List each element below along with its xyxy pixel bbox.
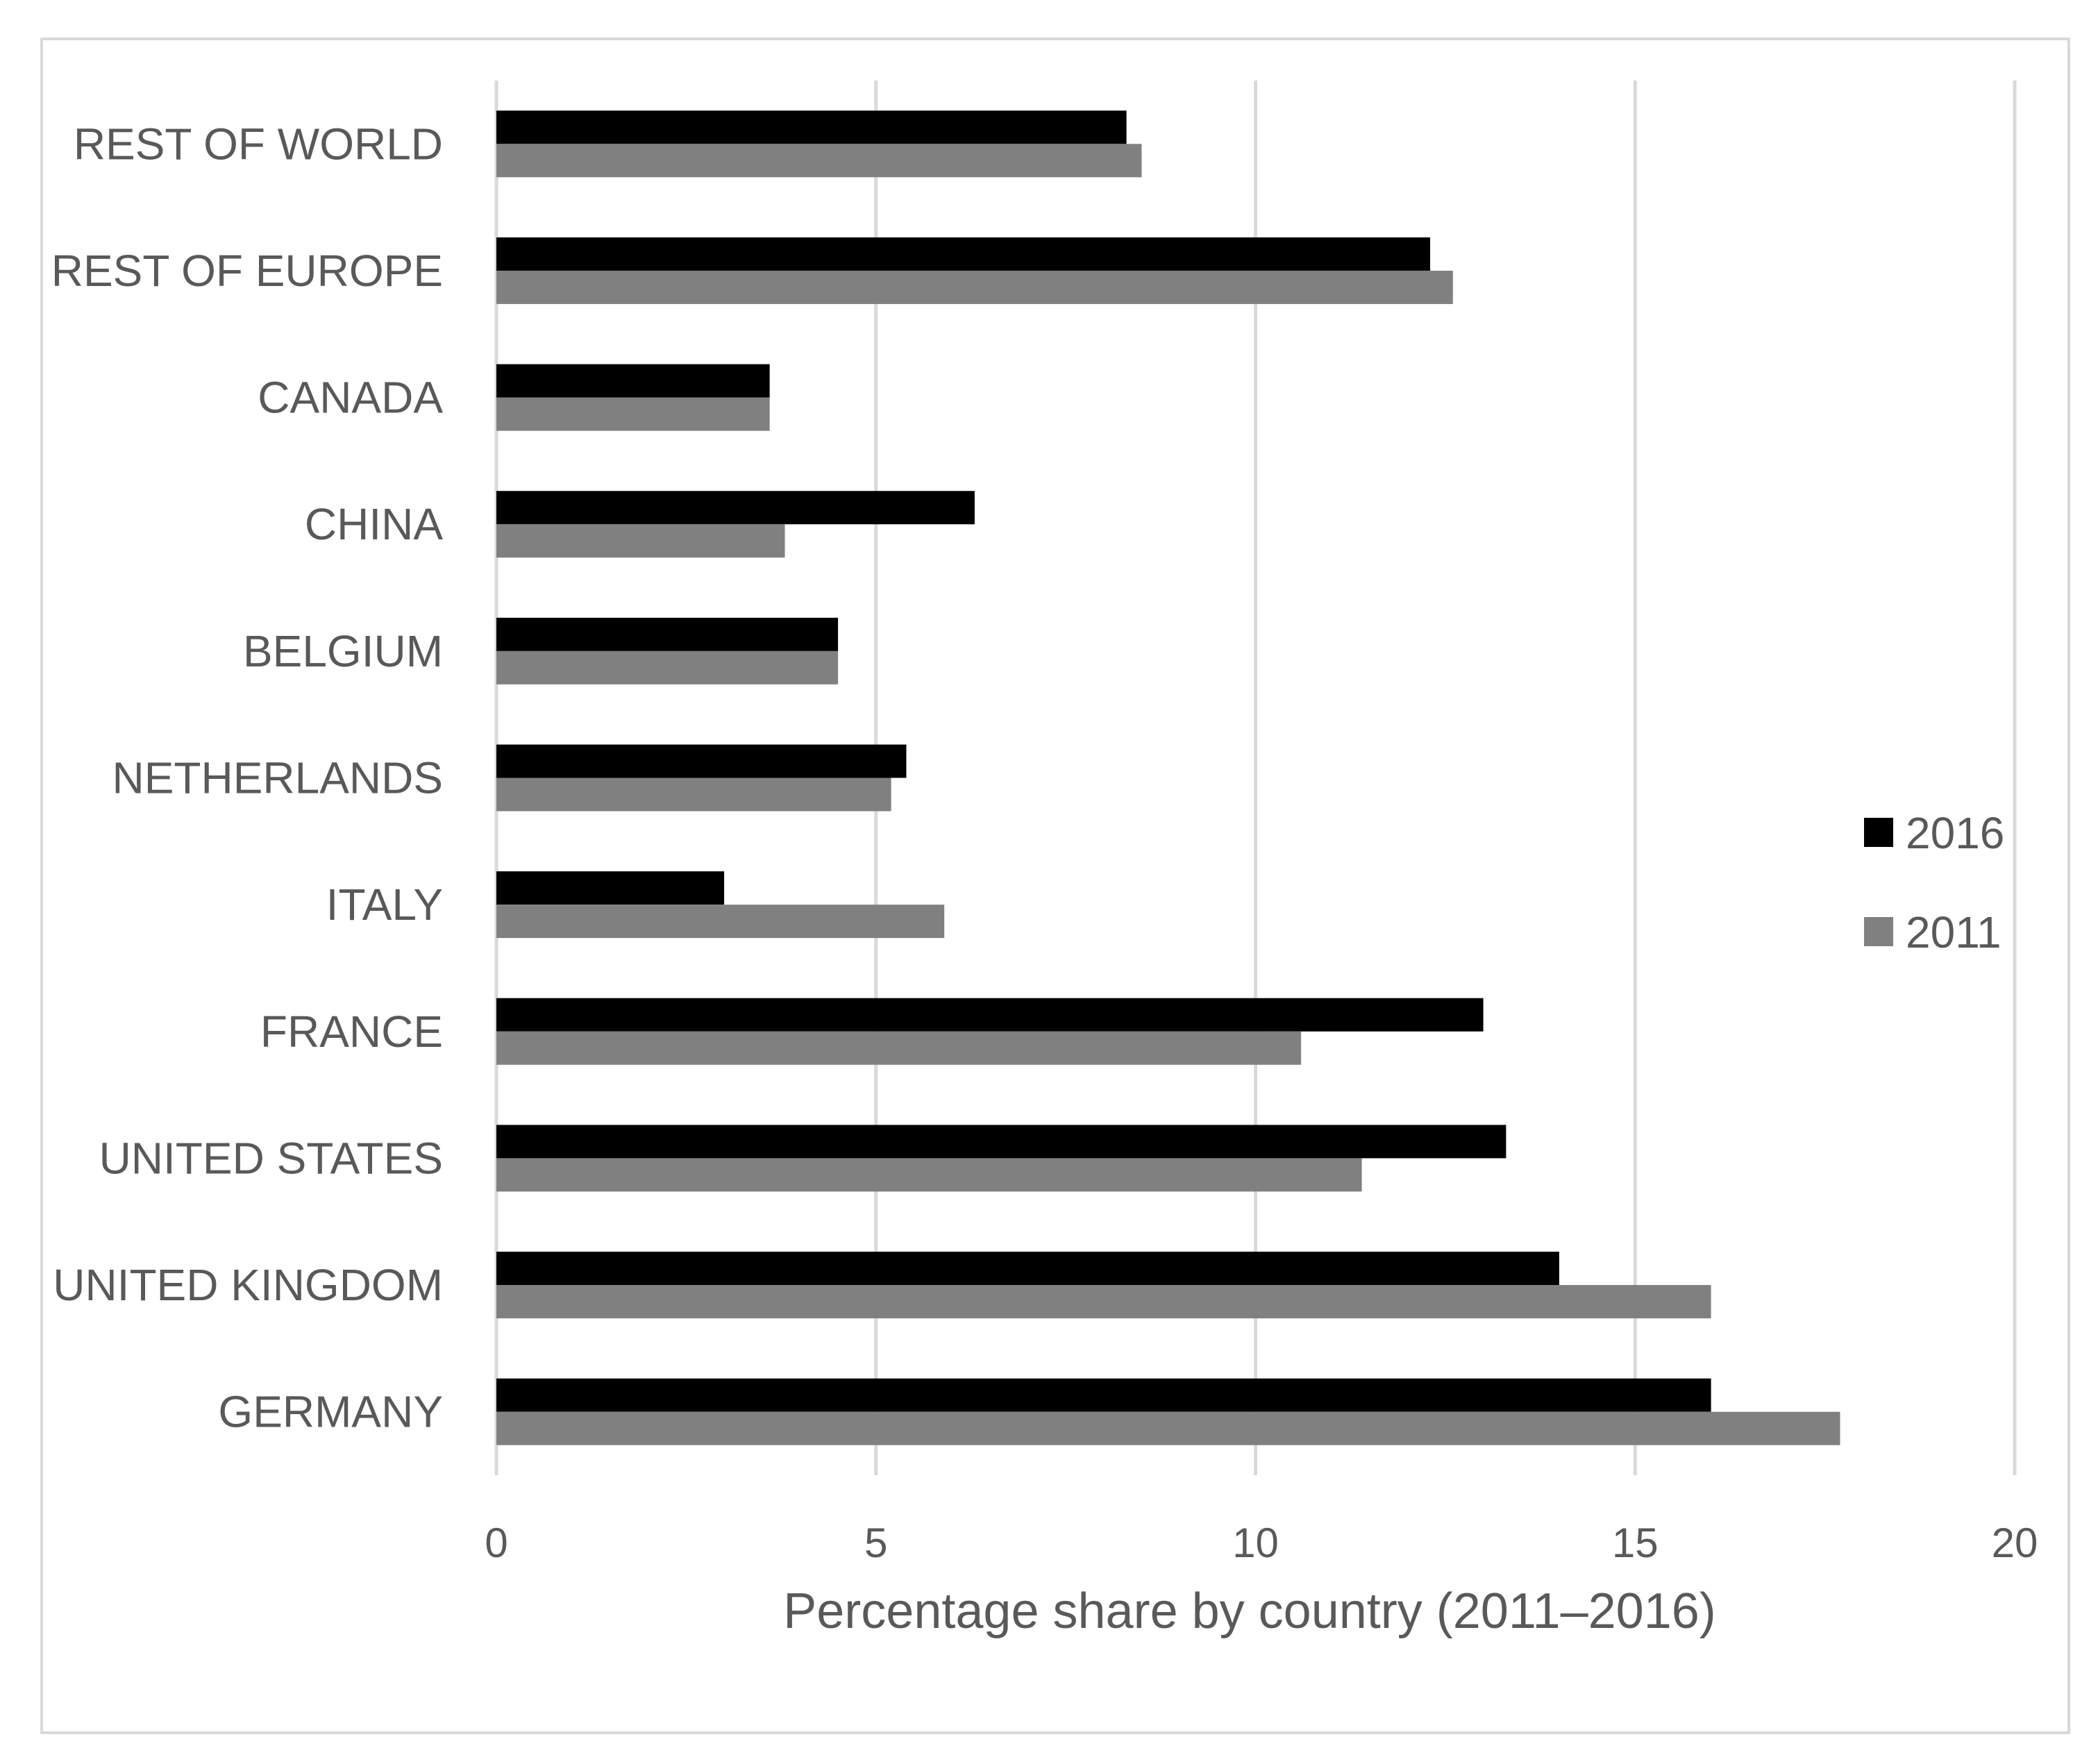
bar-2011-rest-of-europe (496, 270, 1453, 304)
category-label: UNITED STATES (99, 1133, 443, 1183)
bar-2016-rest-of-europe (496, 237, 1431, 271)
category-label: REST OF WORLD (74, 119, 443, 169)
bar-2016-canada (496, 364, 770, 398)
category-label: ITALY (326, 880, 443, 930)
x-tick-label: 0 (485, 1520, 507, 1566)
bar-2016-united-states (496, 1125, 1507, 1159)
x-tick-label: 5 (864, 1520, 887, 1566)
bar-2016-netherlands (496, 744, 907, 778)
bar-2016-rest-of-world (496, 110, 1127, 144)
x-tick-label: 15 (1612, 1520, 1659, 1566)
bar-2011-canada (496, 397, 770, 431)
bar-2011-italy (496, 905, 945, 939)
x-tick-label: 20 (1992, 1520, 2038, 1566)
category-label: GERMANY (218, 1387, 443, 1437)
legend-label: 2016 (1906, 808, 2004, 858)
bar-2011-united-kingdom (496, 1285, 1711, 1319)
category-label: NETHERLANDS (112, 753, 443, 803)
bar-2011-france (496, 1031, 1302, 1065)
x-tick-label: 10 (1232, 1520, 1279, 1566)
legend: 2016 2011 (1864, 808, 2004, 957)
chart-frame (40, 37, 2070, 1734)
bar-2011-united-states (496, 1158, 1362, 1192)
category-label: UNITED KINGDOM (53, 1260, 443, 1310)
category-label: CANADA (258, 373, 443, 423)
bars (496, 110, 1840, 1445)
bar-2016-germany (496, 1378, 1711, 1412)
category-labels: GERMANY UNITED KINGDOM UNITED STATES FRANCE… (51, 119, 444, 1436)
legend-swatch-2016 (1864, 818, 1893, 847)
bar-2016-italy (496, 871, 725, 905)
bar-2016-china (496, 491, 975, 525)
bar-2011-belgium (496, 650, 839, 684)
category-label: FRANCE (260, 1007, 443, 1057)
bar-2011-china (496, 524, 785, 558)
x-tick-labels: 0 5 10 15 20 (485, 1520, 2038, 1566)
bar-2011-netherlands (496, 778, 891, 812)
category-label: REST OF EUROPE (51, 246, 443, 296)
bar-2016-france (496, 998, 1484, 1032)
category-label: BELGIUM (243, 626, 443, 676)
category-label: CHINA (305, 499, 443, 549)
x-axis-title: Percentage share by country (2011–2016) (783, 1584, 1716, 1639)
bar-2011-rest-of-world (496, 144, 1142, 178)
bar-2016-united-kingdom (496, 1252, 1559, 1286)
bar-2011-germany (496, 1411, 1840, 1445)
legend-label: 2011 (1906, 907, 2002, 957)
bar-2016-belgium (496, 617, 839, 651)
legend-swatch-2011 (1864, 917, 1893, 946)
